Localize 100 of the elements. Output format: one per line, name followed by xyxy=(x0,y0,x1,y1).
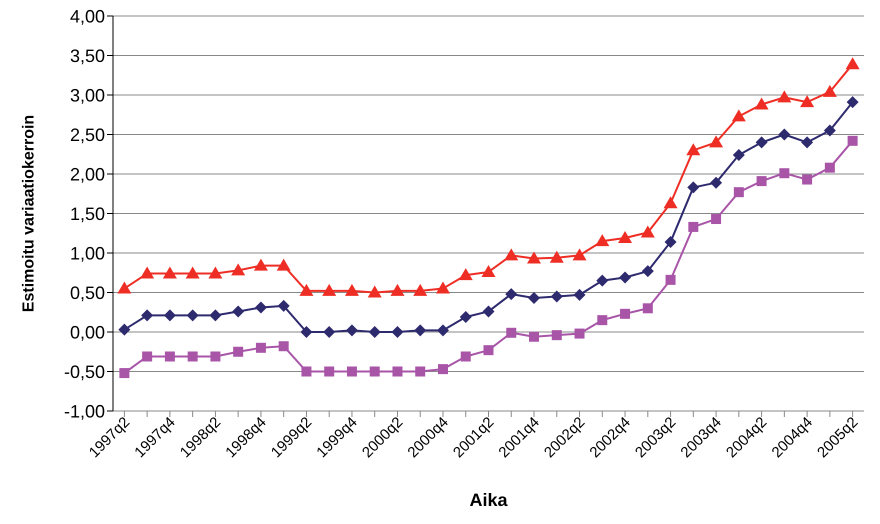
point xyxy=(322,284,336,296)
y-tick-label: 3,00 xyxy=(70,85,105,106)
point xyxy=(484,345,494,356)
point xyxy=(415,366,426,376)
point xyxy=(619,271,632,284)
point xyxy=(482,305,494,318)
point xyxy=(299,284,314,296)
point xyxy=(824,124,836,137)
point xyxy=(370,366,380,376)
point xyxy=(734,187,744,198)
point xyxy=(390,284,404,296)
point xyxy=(596,274,608,287)
point xyxy=(392,366,402,376)
point xyxy=(572,248,587,260)
point xyxy=(210,351,220,362)
point xyxy=(323,326,336,338)
point xyxy=(642,265,654,278)
point xyxy=(824,162,835,173)
y-tick-label: -0,50 xyxy=(64,362,105,382)
point xyxy=(779,168,790,178)
point xyxy=(300,326,312,338)
point xyxy=(550,290,563,302)
point xyxy=(801,136,814,148)
point xyxy=(687,181,700,194)
point xyxy=(186,309,199,322)
point xyxy=(232,305,244,318)
point xyxy=(756,176,767,186)
point xyxy=(686,143,700,156)
point xyxy=(413,284,428,296)
point xyxy=(119,368,130,378)
point xyxy=(711,214,722,224)
point xyxy=(391,326,404,338)
point xyxy=(254,258,268,271)
y-tick-label: 2,50 xyxy=(70,124,105,145)
point xyxy=(140,266,154,279)
point xyxy=(256,342,266,353)
point xyxy=(754,97,769,110)
point xyxy=(505,288,518,300)
point xyxy=(346,366,357,376)
point xyxy=(186,266,200,279)
point xyxy=(436,282,450,294)
point xyxy=(732,109,746,122)
point xyxy=(664,196,678,208)
point xyxy=(344,284,359,296)
point xyxy=(642,303,653,314)
point xyxy=(846,96,859,108)
point xyxy=(574,328,585,339)
point xyxy=(482,264,496,277)
point xyxy=(458,268,473,280)
point xyxy=(527,252,542,264)
point xyxy=(848,136,858,146)
point xyxy=(688,222,698,232)
point xyxy=(620,308,630,319)
point xyxy=(504,248,518,260)
y-tick-label: 0,50 xyxy=(70,282,105,303)
point xyxy=(664,236,677,248)
point xyxy=(188,351,198,362)
y-tick-label: 1,50 xyxy=(70,204,105,224)
point xyxy=(822,84,837,97)
point xyxy=(117,282,132,294)
point xyxy=(640,225,655,238)
x-axis-title: Aika xyxy=(469,490,508,510)
point xyxy=(777,90,792,102)
point xyxy=(550,250,564,263)
point xyxy=(324,366,334,376)
point xyxy=(142,351,152,362)
point xyxy=(164,309,176,322)
point xyxy=(276,258,291,271)
point xyxy=(846,57,860,70)
point xyxy=(710,176,722,189)
point xyxy=(254,302,267,314)
point xyxy=(278,341,289,352)
point xyxy=(141,309,154,322)
point xyxy=(208,266,222,279)
point xyxy=(118,324,130,336)
point xyxy=(162,266,177,279)
y-tick-label: 0,00 xyxy=(70,322,105,342)
point xyxy=(231,263,246,276)
y-tick-label: 4,00 xyxy=(70,6,105,26)
point xyxy=(506,328,516,338)
y-axis-title: Estimoitu variaatiokerroin xyxy=(20,114,38,312)
y-tick-label: 3,50 xyxy=(70,46,105,66)
point xyxy=(756,136,768,148)
point xyxy=(414,324,426,336)
point xyxy=(436,324,449,336)
point xyxy=(552,330,562,340)
point xyxy=(574,288,586,301)
point xyxy=(778,128,790,140)
point xyxy=(528,292,540,304)
point xyxy=(301,366,312,376)
point xyxy=(346,324,358,336)
point xyxy=(164,351,175,362)
point xyxy=(800,95,814,108)
y-tick-label: 1,00 xyxy=(70,243,105,264)
y-tick-label: 2,00 xyxy=(70,164,105,184)
point xyxy=(460,310,472,323)
point xyxy=(709,135,724,148)
point xyxy=(618,230,632,243)
point xyxy=(209,309,222,322)
point xyxy=(732,149,745,162)
